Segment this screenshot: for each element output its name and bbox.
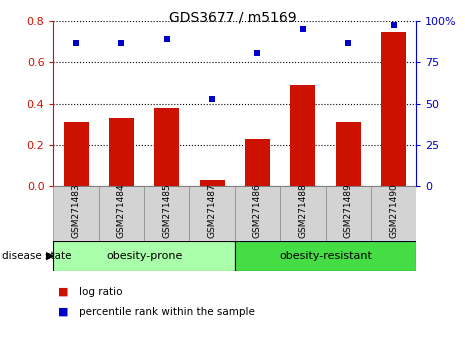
Bar <box>290 85 315 186</box>
Point <box>163 36 171 42</box>
Bar <box>245 138 270 186</box>
Point <box>299 27 306 32</box>
Bar <box>199 180 225 186</box>
Bar <box>371 186 416 241</box>
Text: GSM271490: GSM271490 <box>389 183 398 238</box>
Point <box>345 40 352 45</box>
Bar <box>64 122 89 186</box>
Text: log ratio: log ratio <box>79 287 123 297</box>
Point <box>254 50 261 55</box>
Point <box>73 40 80 45</box>
Text: obesity-resistant: obesity-resistant <box>279 251 372 261</box>
Bar <box>99 186 144 241</box>
Bar <box>381 32 406 186</box>
Bar <box>336 122 361 186</box>
Text: GSM271487: GSM271487 <box>208 183 217 238</box>
Bar <box>235 241 416 271</box>
Text: ▶: ▶ <box>46 251 54 261</box>
Point <box>390 22 397 27</box>
Text: GSM271484: GSM271484 <box>117 183 126 238</box>
Point <box>118 40 125 45</box>
Text: GSM271489: GSM271489 <box>344 183 352 238</box>
Point <box>208 96 216 102</box>
Bar <box>53 241 235 271</box>
Bar <box>154 108 179 186</box>
Text: GSM271486: GSM271486 <box>253 183 262 238</box>
Bar <box>326 186 371 241</box>
Bar <box>235 186 280 241</box>
Text: GSM271488: GSM271488 <box>299 183 307 238</box>
Text: GDS3677 / m5169: GDS3677 / m5169 <box>169 11 296 25</box>
Bar <box>144 186 190 241</box>
Text: ■: ■ <box>58 307 69 316</box>
Bar <box>189 186 235 241</box>
Text: disease state: disease state <box>2 251 72 261</box>
Text: percentile rank within the sample: percentile rank within the sample <box>79 307 255 316</box>
Bar <box>53 186 99 241</box>
Text: GSM271485: GSM271485 <box>162 183 171 238</box>
Text: ■: ■ <box>58 287 69 297</box>
Bar <box>109 118 134 186</box>
Bar <box>280 186 326 241</box>
Text: GSM271483: GSM271483 <box>72 183 80 238</box>
Text: obesity-prone: obesity-prone <box>106 251 182 261</box>
